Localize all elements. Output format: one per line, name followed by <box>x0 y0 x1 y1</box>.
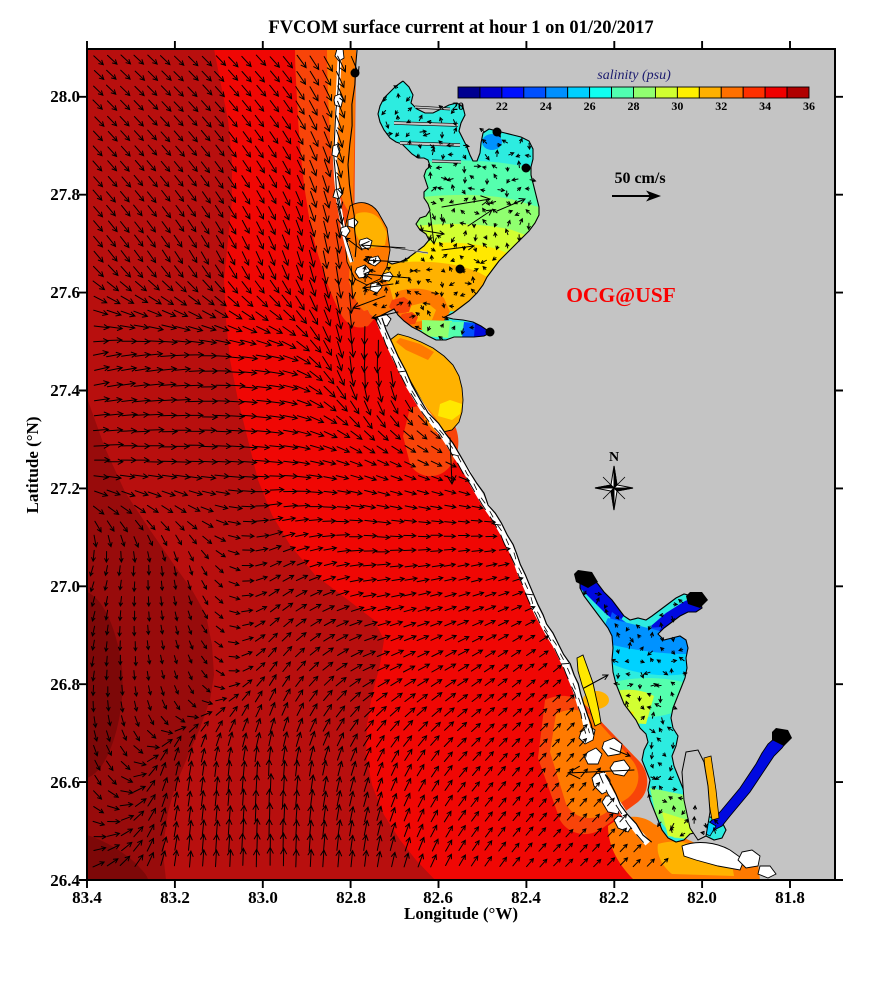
svg-text:26: 26 <box>584 99 596 113</box>
svg-text:salinity (psu): salinity (psu) <box>597 68 671 83</box>
svg-text:30: 30 <box>671 99 683 113</box>
svg-text:82.2: 82.2 <box>599 888 629 907</box>
svg-text:81.8: 81.8 <box>775 888 805 907</box>
svg-text:27.2: 27.2 <box>50 479 80 498</box>
svg-text:82.8: 82.8 <box>336 888 366 907</box>
svg-text:83.2: 83.2 <box>160 888 190 907</box>
svg-text:27.0: 27.0 <box>50 577 80 596</box>
svg-text:34: 34 <box>759 99 771 113</box>
svg-text:20: 20 <box>452 99 464 113</box>
svg-text:26.4: 26.4 <box>50 871 80 890</box>
svg-text:22: 22 <box>496 99 508 113</box>
svg-text:28.0: 28.0 <box>50 87 80 106</box>
svg-text:N: N <box>609 450 619 465</box>
svg-text:FVCOM surface current at hour: FVCOM surface current at hour 1 on 01/20… <box>268 18 653 38</box>
svg-text:82.4: 82.4 <box>511 888 541 907</box>
svg-text:32: 32 <box>715 99 727 113</box>
svg-text:83.4: 83.4 <box>72 888 102 907</box>
svg-text:83.0: 83.0 <box>248 888 278 907</box>
svg-text:27.6: 27.6 <box>50 283 80 302</box>
svg-text:OCG@USF: OCG@USF <box>566 283 676 307</box>
svg-text:27.8: 27.8 <box>50 185 80 204</box>
svg-text:26.8: 26.8 <box>50 675 80 694</box>
svg-text:28: 28 <box>628 99 640 113</box>
svg-text:24: 24 <box>540 99 552 113</box>
svg-text:82.6: 82.6 <box>423 888 453 907</box>
svg-text:82.0: 82.0 <box>687 888 717 907</box>
svg-text:50 cm/s: 50 cm/s <box>614 170 665 187</box>
svg-text:Latitude (°N): Latitude (°N) <box>23 417 42 514</box>
svg-text:36: 36 <box>803 99 815 113</box>
svg-text:26.6: 26.6 <box>50 773 80 792</box>
svg-text:Longitude (°W): Longitude (°W) <box>404 904 518 923</box>
svg-text:27.4: 27.4 <box>50 381 80 400</box>
